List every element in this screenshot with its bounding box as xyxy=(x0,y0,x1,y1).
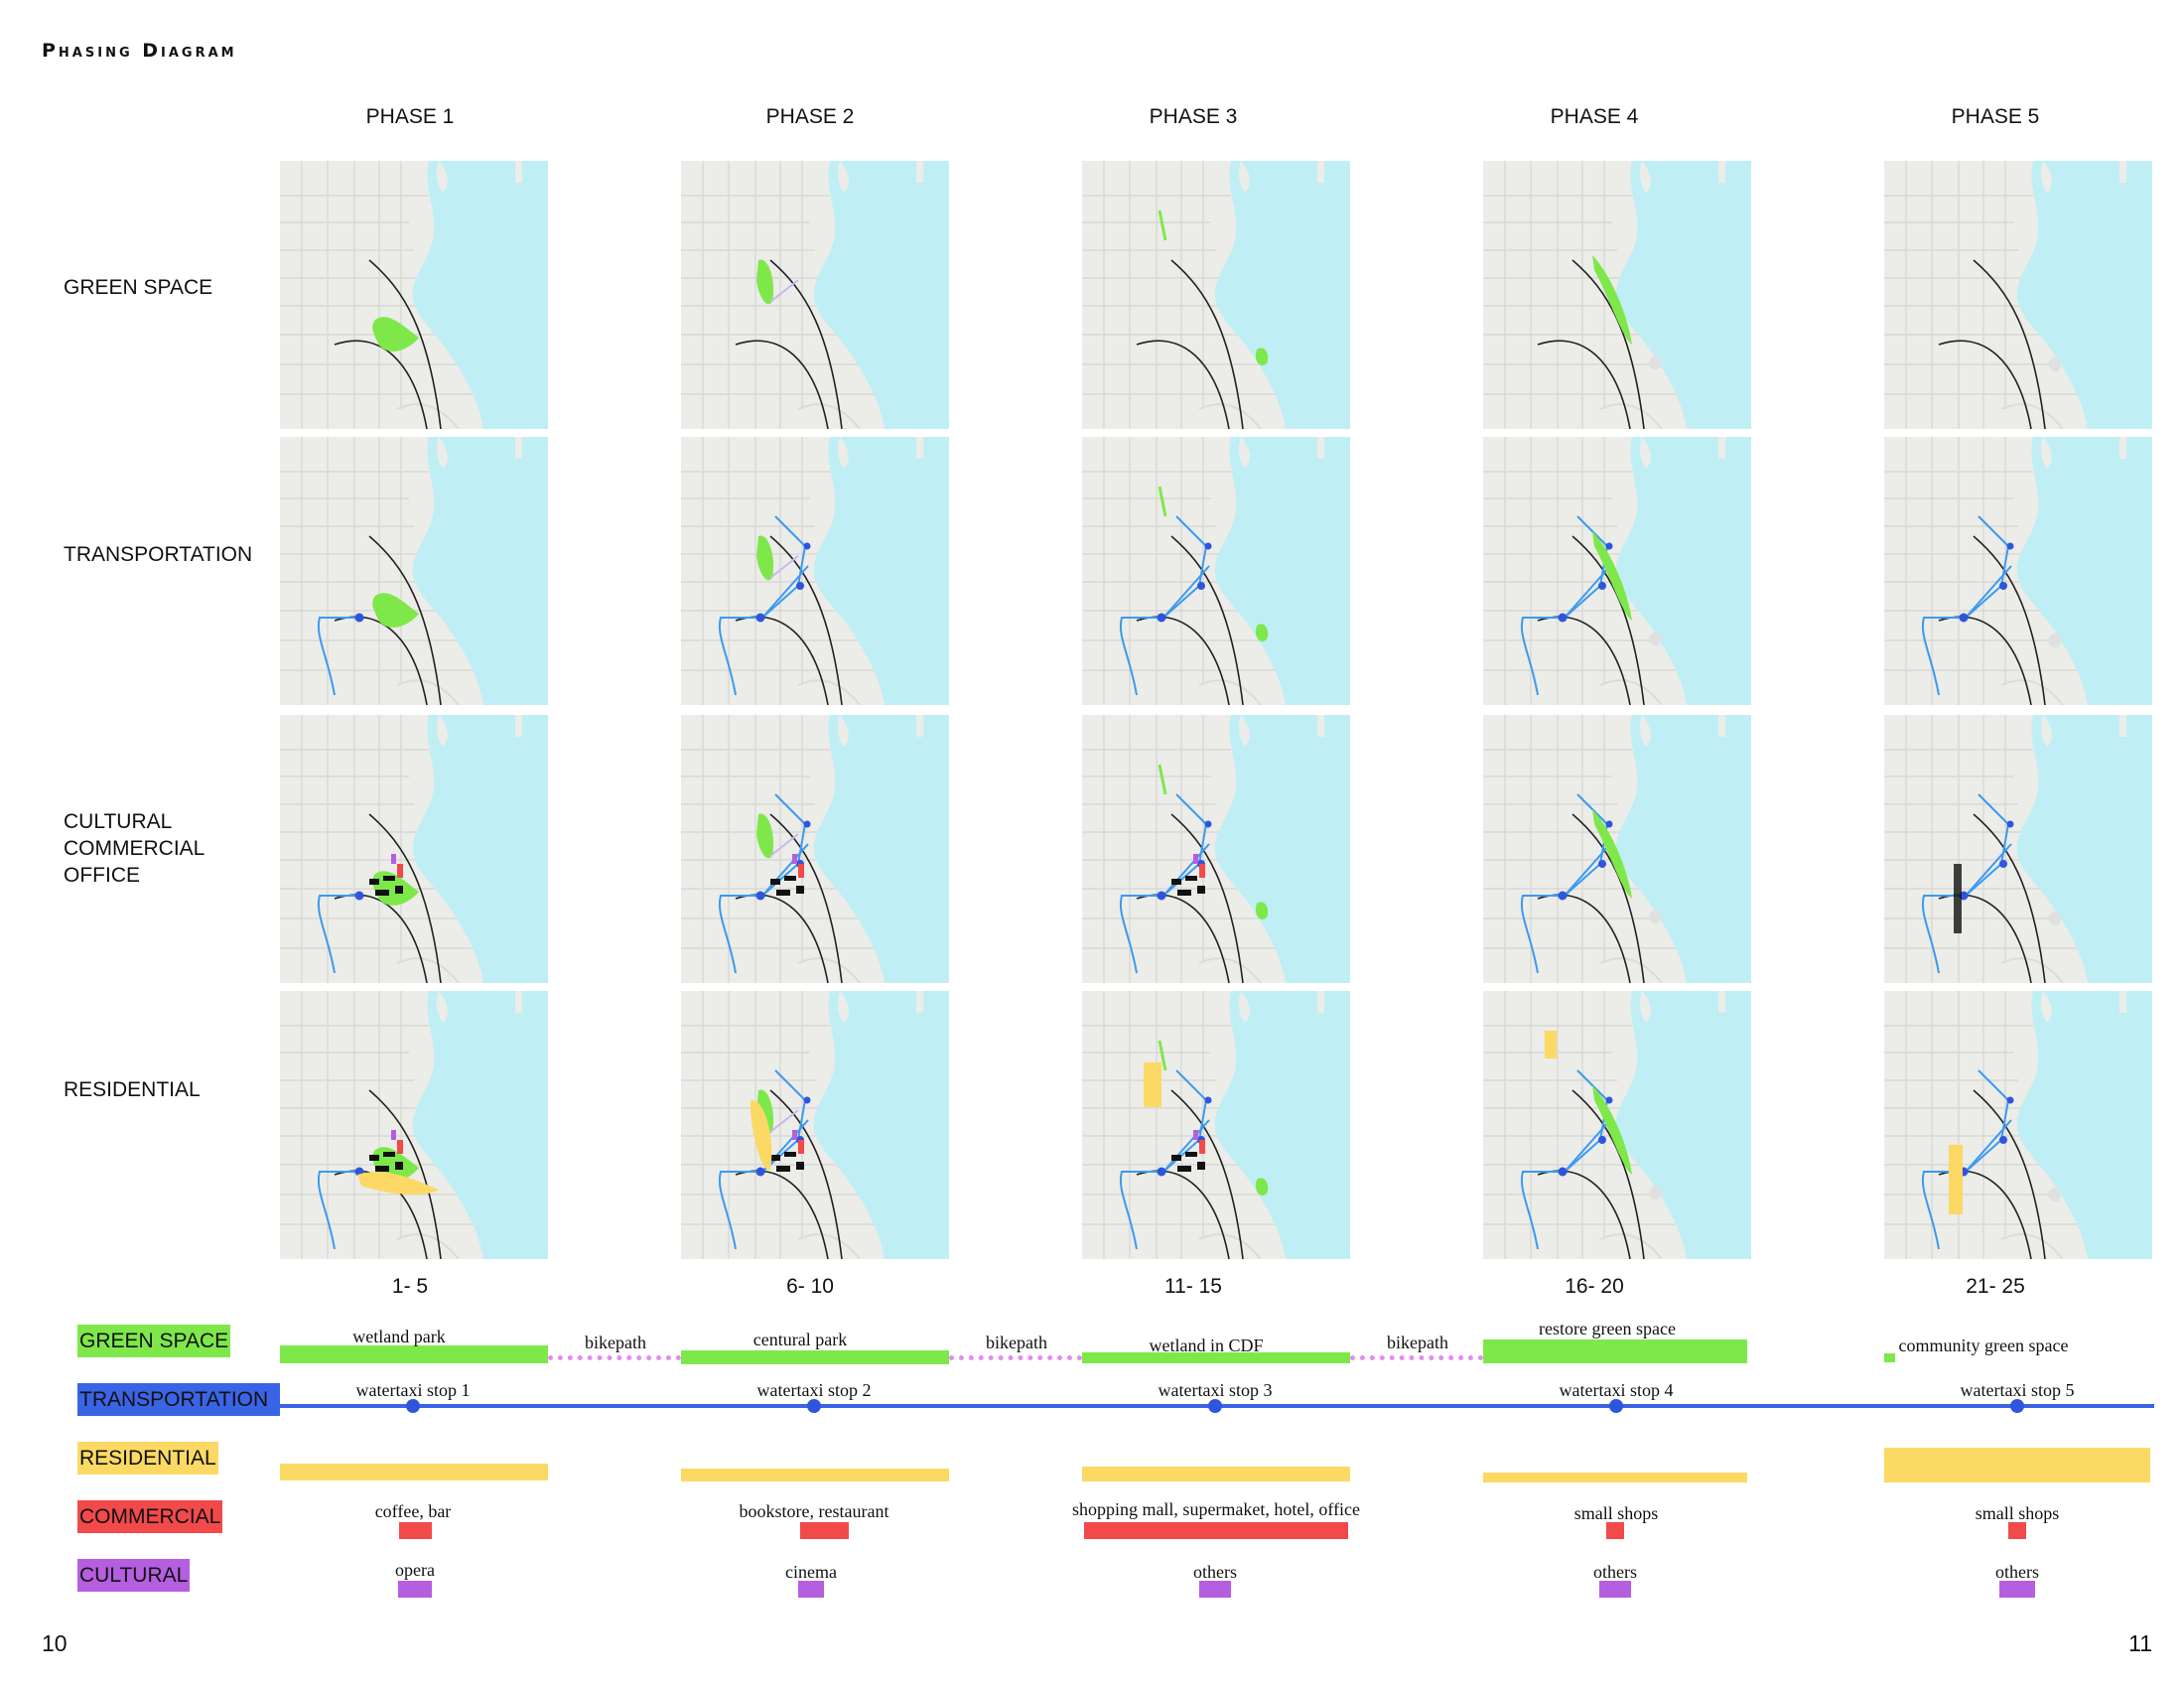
green-bar-phase-4 xyxy=(1483,1339,1747,1363)
map-residential-phase-2 xyxy=(681,991,949,1259)
watertaxi-stop-2-marker xyxy=(807,1399,821,1413)
green-label-phase-2: centural park xyxy=(752,1330,848,1349)
phase-5-heading: PHASE 5 xyxy=(1951,105,2040,128)
phase-1-heading: PHASE 1 xyxy=(365,105,455,128)
legend-cultural: CULTURAL xyxy=(77,1559,191,1592)
map-residential-phase-1 xyxy=(280,991,548,1259)
green-label-phase-1: wetland park xyxy=(352,1327,446,1346)
residential-bar-phase-2 xyxy=(681,1469,949,1481)
cultural-bar-phase-1 xyxy=(398,1581,432,1598)
bikepath-line-1 xyxy=(548,1355,681,1360)
map-cultural-phase-5 xyxy=(1884,715,2152,983)
map-residential-phase-4 xyxy=(1483,991,1751,1259)
bikepath-line-3 xyxy=(1350,1355,1483,1360)
map-cultural-phase-1 xyxy=(280,715,548,983)
row-label-office: OFFICE xyxy=(64,864,140,887)
taxi-label-phase-5: watertaxi stop 5 xyxy=(1960,1380,2075,1400)
green-bar-phase-3 xyxy=(1082,1352,1350,1363)
taxi-label-phase-2: watertaxi stop 2 xyxy=(756,1380,872,1400)
map-green-space-phase-3 xyxy=(1082,161,1350,429)
watertaxi-stop-3-marker xyxy=(1208,1399,1222,1413)
legend-residential: RESIDENTIAL xyxy=(77,1442,218,1475)
cultural-label-phase-2: cinema xyxy=(785,1562,837,1582)
green-label-phase-3: wetland in CDF xyxy=(1149,1336,1264,1355)
bikepath-label-2: bikepath xyxy=(986,1333,1047,1352)
row-label-cultural: CULTURAL xyxy=(64,810,173,833)
green-bar-phase-1 xyxy=(280,1345,548,1363)
watertaxi-stop-5-marker xyxy=(2010,1399,2024,1413)
phase-5-years: 21- 25 xyxy=(1966,1275,2025,1298)
legend-commercial: COMMERCIAL xyxy=(77,1500,223,1533)
cultural-label-phase-4: others xyxy=(1593,1562,1637,1582)
bikepath-label-1: bikepath xyxy=(585,1333,646,1352)
residential-bar-phase-3 xyxy=(1082,1467,1350,1481)
residential-bar-phase-4 xyxy=(1483,1473,1747,1482)
legend-transportation: TRANSPORTATION xyxy=(77,1383,280,1416)
row-label-green-space: GREEN SPACE xyxy=(64,276,213,299)
cultural-bar-phase-5 xyxy=(1999,1581,2035,1598)
phase-3-years: 11- 15 xyxy=(1164,1275,1222,1298)
green-bar-phase-5 xyxy=(1884,1353,1895,1362)
map-residential-phase-5 xyxy=(1884,991,2152,1259)
map-residential-phase-3 xyxy=(1082,991,1350,1259)
watertaxi-stop-1-marker xyxy=(406,1399,420,1413)
bikepath-label-3: bikepath xyxy=(1387,1333,1448,1352)
map-transportation-phase-4 xyxy=(1483,437,1751,705)
map-transportation-phase-1 xyxy=(280,437,548,705)
map-cultural-phase-2 xyxy=(681,715,949,983)
commercial-bar-phase-3 xyxy=(1084,1522,1348,1539)
green-label-phase-4: restore green space xyxy=(1539,1319,1676,1338)
row-label-residential: RESIDENTIAL xyxy=(64,1078,201,1101)
commercial-label-phase-3: shopping mall, supermaket, hotel, office xyxy=(1071,1499,1361,1519)
map-green-space-phase-5 xyxy=(1884,161,2152,429)
page-number-right: 11 xyxy=(2128,1630,2152,1656)
row-label-cultural-commercial-office: CULTURAL COMMERCIAL OFFICE xyxy=(64,808,205,889)
watertaxi-stop-4-marker xyxy=(1609,1399,1623,1413)
phase-1-years: 1- 5 xyxy=(391,1275,429,1298)
page-number-left: 10 xyxy=(42,1630,68,1656)
cultural-bar-phase-2 xyxy=(798,1581,824,1598)
commercial-label-phase-5: small shops xyxy=(1975,1503,2060,1523)
bikepath-line-2 xyxy=(949,1355,1082,1360)
commercial-bar-phase-4 xyxy=(1606,1522,1624,1539)
commercial-bar-phase-5 xyxy=(2008,1522,2026,1539)
map-cultural-phase-3 xyxy=(1082,715,1350,983)
row-label-commercial: COMMERCIAL xyxy=(64,837,205,860)
commercial-bar-phase-2 xyxy=(800,1522,849,1539)
map-transportation-phase-3 xyxy=(1082,437,1350,705)
page-title: Phasing Diagram xyxy=(42,40,237,62)
commercial-label-phase-4: small shops xyxy=(1573,1503,1659,1523)
map-green-space-phase-4 xyxy=(1483,161,1751,429)
commercial-label-phase-1: coffee, bar xyxy=(374,1501,452,1521)
cultural-label-phase-1: opera xyxy=(395,1560,435,1580)
legend-green-space: GREEN SPACE xyxy=(77,1325,231,1357)
phase-4-years: 16- 20 xyxy=(1565,1275,1624,1298)
phase-2-heading: PHASE 2 xyxy=(765,105,855,128)
phase-4-heading: PHASE 4 xyxy=(1550,105,1639,128)
cultural-bar-phase-4 xyxy=(1599,1581,1631,1598)
map-green-space-phase-1 xyxy=(280,161,548,429)
taxi-label-phase-1: watertaxi stop 1 xyxy=(355,1380,471,1400)
commercial-label-phase-2: bookstore, restaurant xyxy=(739,1501,889,1521)
taxi-label-phase-4: watertaxi stop 4 xyxy=(1559,1380,1674,1400)
map-green-space-phase-2 xyxy=(681,161,949,429)
residential-bar-phase-1 xyxy=(280,1464,548,1480)
green-label-phase-5: community green space xyxy=(1898,1336,2069,1355)
cultural-label-phase-5: others xyxy=(1995,1562,2039,1582)
map-transportation-phase-2 xyxy=(681,437,949,705)
green-bar-phase-2 xyxy=(681,1350,949,1364)
taxi-label-phase-3: watertaxi stop 3 xyxy=(1158,1380,1273,1400)
map-transportation-phase-5 xyxy=(1884,437,2152,705)
commercial-bar-phase-1 xyxy=(399,1522,432,1539)
map-cultural-phase-4 xyxy=(1483,715,1751,983)
cultural-label-phase-3: others xyxy=(1193,1562,1237,1582)
residential-bar-phase-5 xyxy=(1884,1448,2150,1482)
phase-3-heading: PHASE 3 xyxy=(1149,105,1238,128)
phase-2-years: 6- 10 xyxy=(786,1275,834,1298)
row-label-transportation: TRANSPORTATION xyxy=(64,543,253,566)
cultural-bar-phase-3 xyxy=(1199,1581,1231,1598)
